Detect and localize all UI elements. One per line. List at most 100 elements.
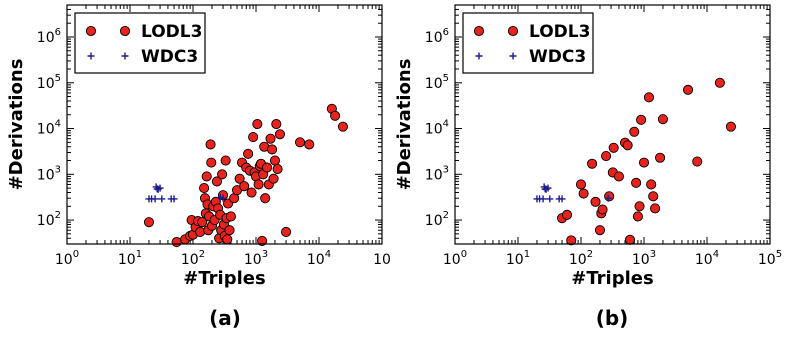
data-point-lodl3	[294, 137, 306, 148]
data-point-lodl3	[597, 204, 608, 215]
data-point-lodl3	[601, 151, 612, 162]
data-point-lodl3	[624, 234, 636, 245]
data-point-lodl3	[224, 225, 235, 236]
y-axis-label: #Derivations	[6, 59, 27, 191]
legend-label: WDC3	[529, 47, 586, 67]
panel-label: (a)	[209, 306, 241, 330]
data-point-lodl3	[594, 225, 606, 236]
x-tick-label: 104	[307, 249, 331, 268]
data-point-lodl3	[201, 171, 212, 182]
data-point-lodl3	[171, 237, 182, 248]
legend-box	[462, 12, 594, 74]
data-point-wdc3	[604, 194, 612, 202]
data-point-lodl3	[262, 162, 273, 173]
plot-frame	[66, 4, 383, 245]
legend-marker	[475, 52, 483, 60]
data-point-lodl3	[587, 158, 598, 169]
data-point-lodl3	[608, 142, 619, 153]
data-point-lodl3	[257, 235, 268, 246]
data-point-lodl3	[634, 201, 645, 212]
data-point-lodl3	[714, 77, 725, 88]
data-point-lodl3	[638, 157, 650, 168]
data-point-lodl3	[566, 235, 577, 246]
data-point-lodl3	[265, 133, 276, 144]
plot-frame	[454, 4, 771, 245]
x-tick-label: 101	[506, 249, 530, 268]
data-point-lodl3	[243, 148, 254, 159]
legend-marker	[119, 25, 131, 37]
data-point-lodl3	[650, 203, 661, 214]
data-point-lodl3	[206, 157, 217, 168]
data-point-lodl3	[655, 152, 666, 163]
x-tick-label: 105	[758, 249, 782, 268]
x-tick-label: 100	[443, 249, 467, 268]
data-point-lodl3	[622, 140, 633, 151]
legend-marker	[509, 52, 517, 60]
data-point-lodl3	[220, 155, 231, 166]
data-point-lodl3	[271, 119, 282, 130]
y-tick-label: 106	[425, 27, 449, 46]
data-point-lodl3	[657, 114, 669, 125]
data-point-lodl3	[239, 181, 250, 192]
legend-marker	[121, 52, 129, 60]
data-point-lodl3	[197, 217, 208, 228]
y-axis-label: #Derivations	[394, 59, 415, 191]
x-axis-label: #Triples	[183, 268, 265, 289]
x-axis-label: #Triples	[571, 268, 653, 289]
legend-marker	[87, 52, 95, 60]
x-tick-label: 103	[244, 249, 268, 268]
data-point-lodl3	[195, 226, 206, 238]
legend-label: LODL3	[141, 22, 202, 42]
data-point-lodl3	[575, 179, 587, 190]
x-tick-label: 104	[695, 249, 719, 268]
y-tick-label: 103	[425, 164, 449, 183]
legend-label: LODL3	[529, 22, 590, 42]
data-point-wdc3	[544, 184, 552, 192]
data-point-lodl3	[604, 191, 615, 202]
data-point-lodl3	[225, 211, 236, 222]
data-point-wdc3	[219, 194, 227, 202]
x-tick-label: 101	[118, 249, 142, 268]
legend-box	[74, 12, 206, 74]
data-point-wdc3	[158, 195, 166, 203]
data-point-wdc3	[539, 195, 547, 203]
data-point-lodl3	[260, 193, 271, 204]
legend-marker	[473, 25, 485, 37]
data-point-lodl3	[578, 188, 589, 199]
data-point-lodl3	[199, 183, 210, 194]
data-point-lodl3	[643, 92, 655, 103]
y-tick-label: 104	[425, 119, 449, 138]
data-point-lodl3	[692, 156, 703, 167]
data-point-lodl3	[143, 217, 155, 228]
data-point-wdc3	[546, 195, 554, 203]
data-point-lodl3	[253, 179, 264, 190]
data-point-lodl3	[268, 173, 279, 184]
x-tick-label: 103	[632, 249, 656, 268]
data-point-lodl3	[337, 121, 349, 132]
data-point-lodl3	[217, 169, 228, 180]
data-point-lodl3	[636, 114, 647, 125]
data-point-lodl3	[682, 84, 694, 95]
data-point-lodl3	[629, 126, 640, 137]
legend-label: WDC3	[141, 47, 198, 67]
data-point-lodl3	[330, 110, 341, 121]
data-point-lodl3	[234, 173, 245, 184]
data-point-wdc3	[151, 195, 159, 203]
data-point-lodl3	[631, 177, 642, 188]
data-point-lodl3	[269, 155, 281, 166]
data-point-lodl3	[274, 129, 286, 140]
data-point-lodl3	[613, 171, 624, 182]
scatter-panel-b: 100 101 102 103 104 105 102 103 104 105 106 LODL3 WD…	[394, 4, 782, 330]
legend-marker	[85, 25, 97, 37]
y-tick-label: 106	[37, 27, 61, 46]
data-point-wdc3	[156, 184, 164, 192]
x-tick-label: 10	[373, 252, 391, 268]
y-tick-label: 102	[37, 210, 61, 229]
data-point-lodl3	[646, 179, 657, 190]
x-tick-label: 102	[569, 249, 593, 268]
data-point-lodl3	[211, 176, 223, 187]
data-point-lodl3	[590, 196, 601, 207]
panel-label: (b)	[596, 306, 629, 330]
data-point-lodl3	[281, 226, 292, 238]
data-point-lodl3	[222, 234, 233, 245]
